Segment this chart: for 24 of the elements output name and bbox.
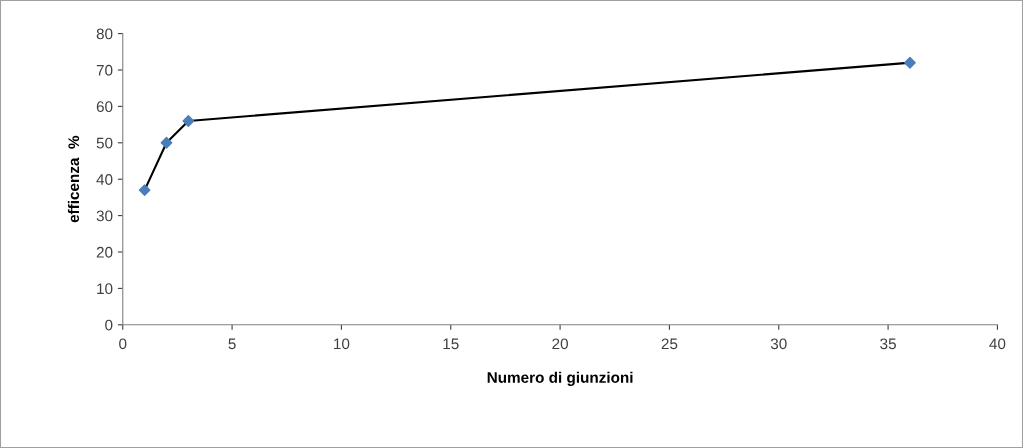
y-tick-label: 30 [96, 210, 113, 222]
x-tick-label: 30 [770, 338, 787, 350]
y-tick-label: 70 [96, 64, 113, 76]
y-tick-label: 20 [96, 246, 113, 258]
x-tick-label: 0 [119, 338, 127, 350]
x-tick-label: 20 [552, 338, 568, 350]
y-tick-label: 80 [96, 28, 113, 40]
point [182, 115, 195, 127]
x-tick-label: 40 [989, 338, 1006, 350]
point [904, 56, 916, 69]
point [138, 184, 151, 197]
y-tick-label: 40 [96, 174, 113, 185]
y-tick-label: 10 [97, 283, 113, 295]
x-tick-label: 25 [661, 338, 678, 350]
x-axis-title: Numero di giunzioni [487, 371, 633, 386]
x-tick-label: 10 [334, 338, 350, 350]
point [160, 136, 173, 149]
y-axis-title: efficenza % [67, 135, 80, 223]
y-tick-label: 0 [105, 319, 113, 331]
y-tick-label: 50 [96, 137, 113, 149]
x-tick-label: 5 [228, 338, 236, 350]
y-tick-label: 60 [96, 101, 113, 113]
x-tick-label: 15 [443, 338, 459, 350]
x-tick-label: 35 [880, 338, 896, 350]
